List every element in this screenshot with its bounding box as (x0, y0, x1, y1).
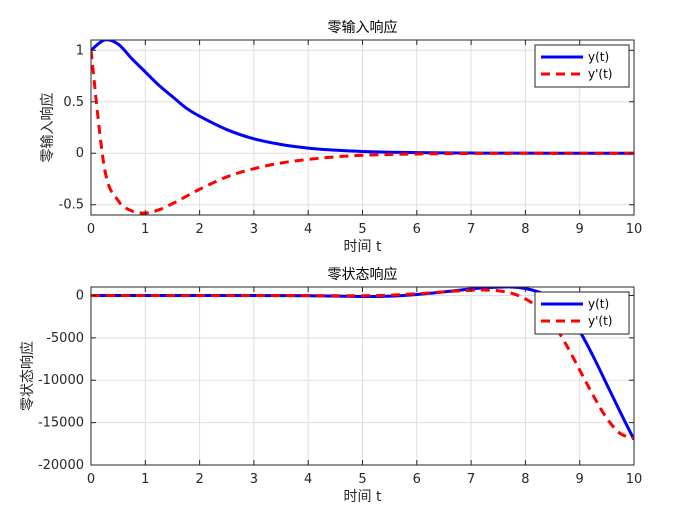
x-axis-label: 时间 t (344, 239, 382, 255)
legend-label: y'(t) (588, 314, 612, 328)
chart-title: 零输入响应 (328, 19, 398, 36)
y-axis-label: 零输入响应 (39, 93, 56, 163)
x-tick-label: 3 (250, 472, 258, 487)
y-tick-label: -0.5 (59, 198, 84, 213)
series-line-y-prime (91, 288, 634, 440)
y-tick-label: -5000 (46, 331, 84, 346)
legend: y(t) y'(t) (534, 44, 630, 88)
y-tick-label: 0 (76, 288, 84, 303)
x-tick-label: 0 (87, 222, 95, 237)
x-tick-label: 3 (250, 222, 258, 237)
x-tick-label: 4 (304, 472, 312, 487)
y-tick-label: 0 (76, 146, 84, 161)
legend-label: y(t) (588, 50, 609, 64)
x-tick-label: 4 (304, 222, 312, 237)
x-tick-label: 0 (87, 472, 95, 487)
y-tick-label: -15000 (38, 416, 84, 431)
series-line-y-prime (91, 50, 634, 215)
y-axis-label: 零状态响应 (19, 341, 36, 411)
x-tick-label: 5 (358, 222, 366, 237)
x-tick-label: 8 (521, 472, 529, 487)
x-tick-label: 10 (626, 222, 643, 237)
x-tick-label: 2 (195, 472, 203, 487)
x-tick-label: 9 (576, 222, 584, 237)
legend-box (534, 44, 630, 88)
x-tick-label: 6 (413, 222, 421, 237)
legend-label: y'(t) (588, 67, 612, 81)
x-tick-label: 7 (467, 222, 475, 237)
x-tick-label: 2 (195, 222, 203, 237)
legend: y(t) y'(t) (534, 291, 630, 335)
x-tick-label: 8 (521, 222, 529, 237)
x-tick-label: 9 (576, 472, 584, 487)
x-axis-label: 时间 t (344, 489, 382, 505)
chart-title: 零状态响应 (328, 266, 398, 283)
y-tick-label: 0.5 (63, 95, 84, 110)
y-tick-label: -10000 (38, 373, 84, 388)
x-tick-label: 1 (141, 222, 149, 237)
subplot-2: 0 1 2 3 4 5 6 7 8 9 10 -20000 -15000 -10000 -5000 0 零状态响… (19, 266, 642, 505)
x-tick-label: 5 (358, 472, 366, 487)
x-tick-label: 1 (141, 472, 149, 487)
y-tick-label: -20000 (38, 458, 84, 473)
legend-label: y(t) (588, 297, 609, 311)
legend-box (534, 291, 630, 335)
y-tick-label: 1 (76, 43, 84, 58)
x-tick-label: 7 (467, 472, 475, 487)
x-tick-label: 10 (626, 472, 643, 487)
x-tick-label: 6 (413, 472, 421, 487)
